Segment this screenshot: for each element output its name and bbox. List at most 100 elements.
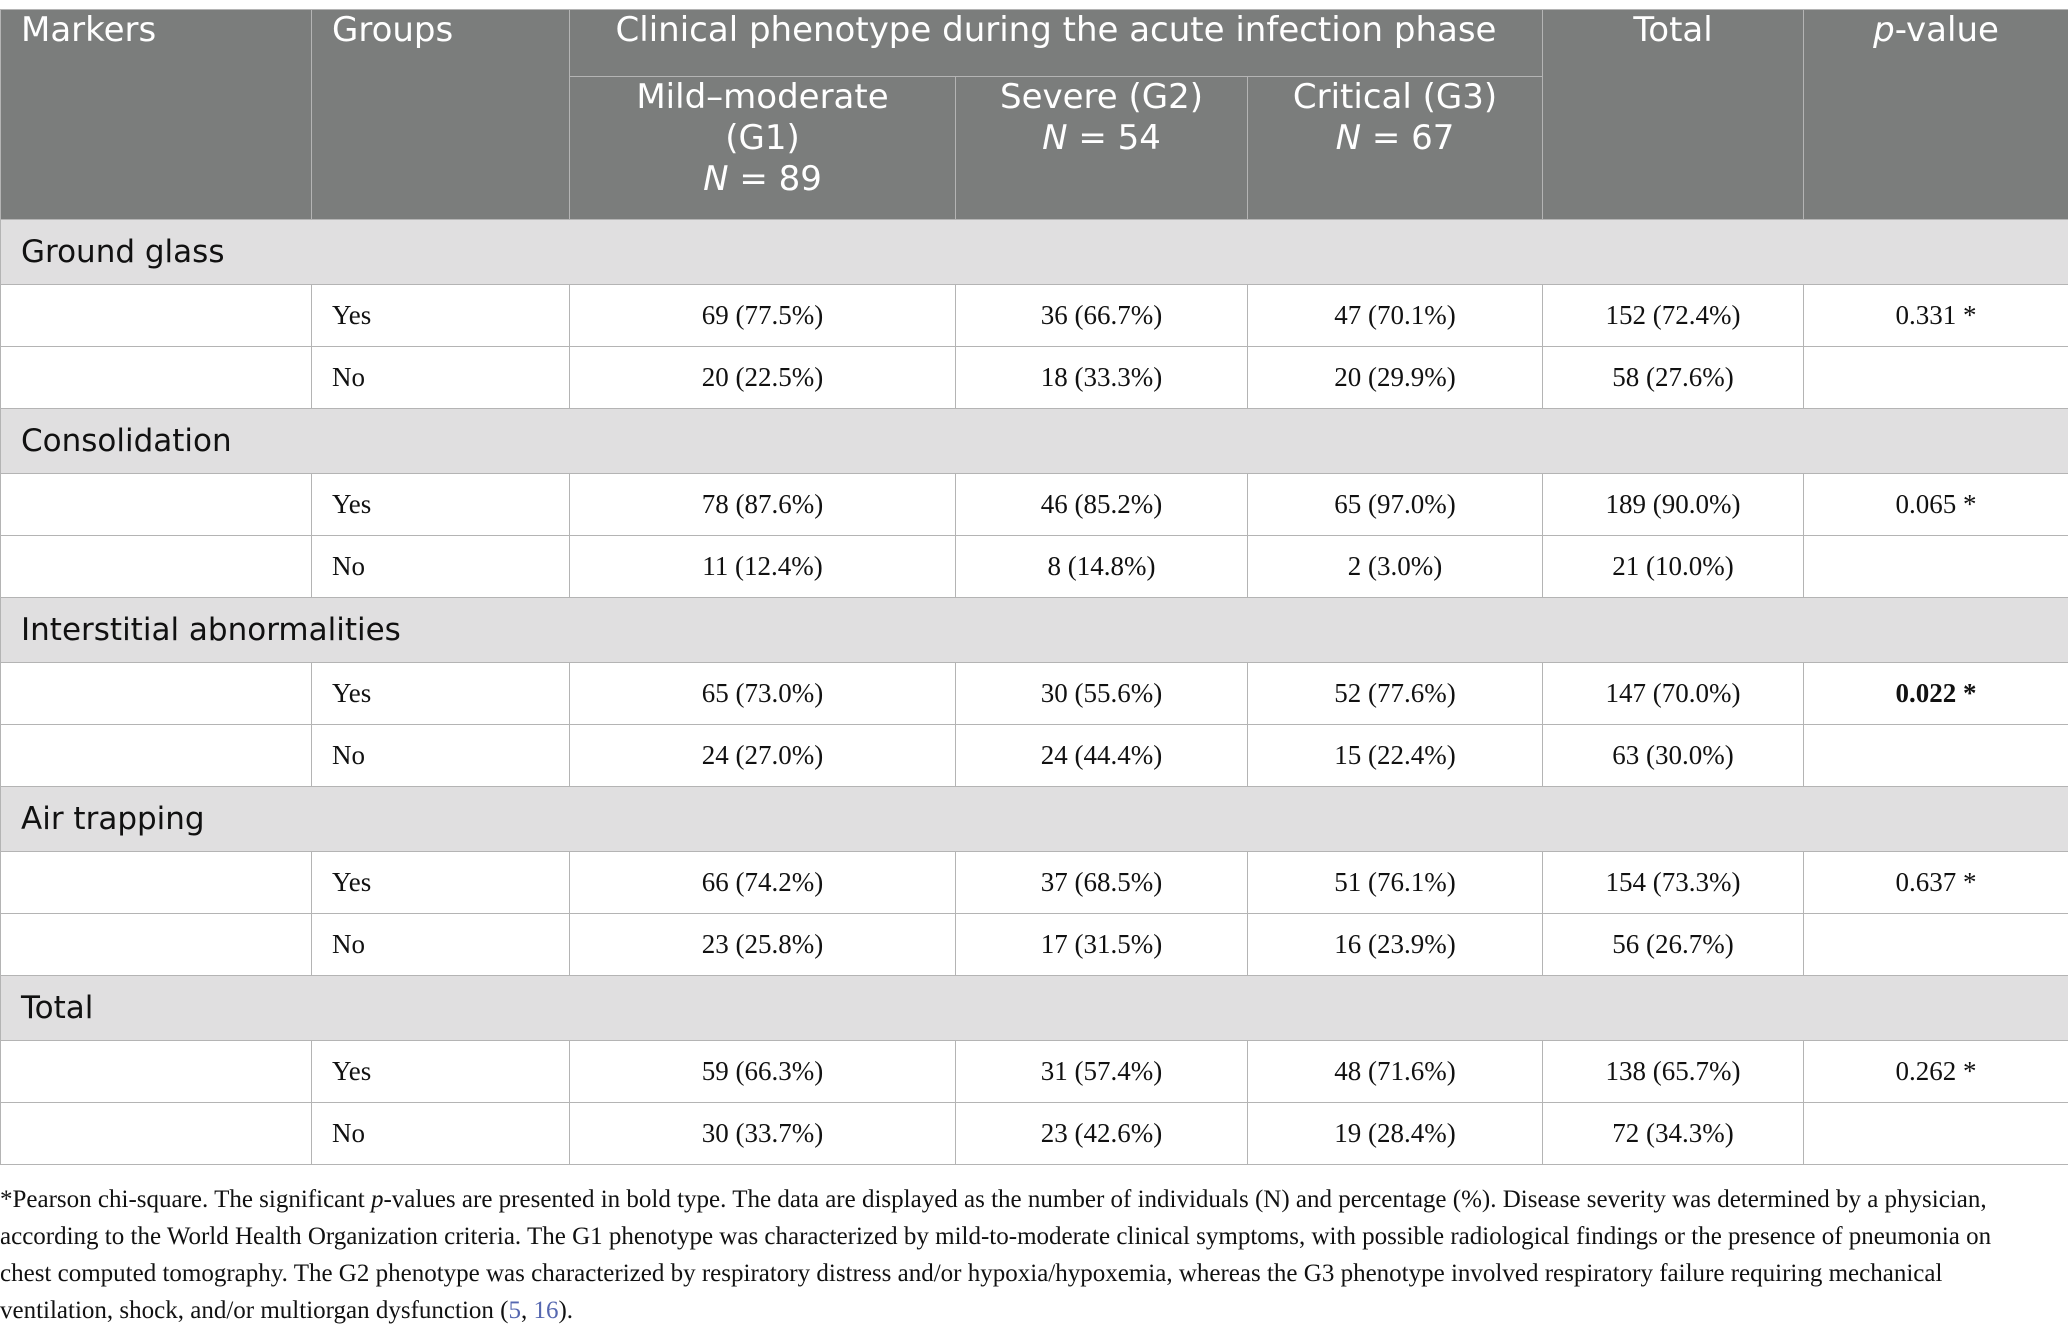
pvalue-p: p <box>1873 10 1895 50</box>
group-cell: Yes <box>311 284 570 347</box>
total-cell: 21 (10.0%) <box>1542 535 1805 598</box>
data-table: Markers Groups Clinical phenotype during… <box>0 9 2068 1165</box>
pvalue-cell-significant: 0.022 * <box>1803 662 2068 725</box>
col-header-total: Total <box>1542 9 1805 220</box>
pvalue-rest: -value <box>1894 10 1999 50</box>
section-label: Air trapping <box>0 786 2068 852</box>
g2-cell: 46 (85.2%) <box>955 473 1248 536</box>
table-row: No 30 (33.7%) 23 (42.6%) 19 (28.4%) 72 (… <box>0 1102 2068 1165</box>
total-cell: 154 (73.3%) <box>1542 851 1805 914</box>
g3-cell: 52 (77.6%) <box>1246 662 1544 725</box>
g3-cell: 16 (23.9%) <box>1246 913 1544 976</box>
section-label: Total <box>0 975 2068 1041</box>
marker-cell <box>0 473 312 536</box>
section-row: Air trapping <box>0 786 2068 852</box>
group-cell: Yes <box>311 662 570 725</box>
footnote-p-italic: p <box>370 1186 384 1213</box>
group-cell: No <box>311 346 570 409</box>
pvalue-cell <box>1803 535 2068 598</box>
group-cell: No <box>311 1102 570 1165</box>
table-row: Yes 66 (74.2%) 37 (68.5%) 51 (76.1%) 154… <box>0 851 2068 914</box>
g1-cell: 78 (87.6%) <box>569 473 956 536</box>
group-cell: Yes <box>311 473 570 536</box>
section-row: Ground glass <box>0 219 2068 285</box>
section-row: Interstitial abnormalities <box>0 597 2068 663</box>
reference-link-16[interactable]: 16 <box>533 1297 559 1324</box>
table-row: Yes 78 (87.6%) 46 (85.2%) 65 (97.0%) 189… <box>0 473 2068 536</box>
g3-n-value: = 67 <box>1361 118 1455 158</box>
group-cell: Yes <box>311 1040 570 1103</box>
g1-cell: 11 (12.4%) <box>569 535 956 598</box>
section-label: Interstitial abnormalities <box>0 597 2068 663</box>
marker-cell <box>0 1040 312 1103</box>
reference-link-5[interactable]: 5 <box>508 1297 521 1324</box>
section-label: Consolidation <box>0 408 2068 474</box>
table-row: Yes 65 (73.0%) 30 (55.6%) 52 (77.6%) 147… <box>0 662 2068 725</box>
header-row-2: Mild–moderate (G1) N = 89 Severe (G2) N … <box>1 76 2068 220</box>
g2-cell: 24 (44.4%) <box>955 724 1248 787</box>
table-footnote: *Pearson chi-square. The significant p-v… <box>0 1181 2040 1329</box>
table-row: No 11 (12.4%) 8 (14.8%) 2 (3.0%) 21 (10.… <box>0 535 2068 598</box>
col-header-markers: Markers <box>0 9 312 220</box>
g3-cell: 65 (97.0%) <box>1246 473 1544 536</box>
marker-cell <box>0 284 312 347</box>
pvalue-cell <box>1803 724 2068 787</box>
g1-cell: 20 (22.5%) <box>569 346 956 409</box>
table-row: No 24 (27.0%) 24 (44.4%) 15 (22.4%) 63 (… <box>0 724 2068 787</box>
pvalue-cell: 0.065 * <box>1803 473 2068 536</box>
g2-cell: 8 (14.8%) <box>955 535 1248 598</box>
marker-cell <box>0 724 312 787</box>
g3-cell: 2 (3.0%) <box>1246 535 1544 598</box>
group-cell: No <box>311 724 570 787</box>
total-cell: 152 (72.4%) <box>1542 284 1805 347</box>
g3-cell: 20 (29.9%) <box>1246 346 1544 409</box>
section-label: Ground glass <box>0 219 2068 285</box>
total-cell: 72 (34.3%) <box>1542 1102 1805 1165</box>
g3-cell: 47 (70.1%) <box>1246 284 1544 347</box>
total-cell: 63 (30.0%) <box>1542 724 1805 787</box>
pvalue-cell: 0.331 * <box>1803 284 2068 347</box>
g3-cell: 51 (76.1%) <box>1246 851 1544 914</box>
g3-n: N = 67 <box>1248 118 1542 159</box>
table-row: No 20 (22.5%) 18 (33.3%) 20 (29.9%) 58 (… <box>0 346 2068 409</box>
g1-cell: 24 (27.0%) <box>569 724 956 787</box>
g3-n-symbol: N <box>1335 118 1362 158</box>
g3-cell: 48 (71.6%) <box>1246 1040 1544 1103</box>
pvalue-cell: 0.262 * <box>1803 1040 2068 1103</box>
g2-line1: Severe (G2) <box>999 77 1203 117</box>
g2-cell: 30 (55.6%) <box>955 662 1248 725</box>
g1-cell: 23 (25.8%) <box>569 913 956 976</box>
section-row: Consolidation <box>0 408 2068 474</box>
g2-cell: 36 (66.7%) <box>955 284 1248 347</box>
table-row: Yes 59 (66.3%) 31 (57.4%) 48 (71.6%) 138… <box>0 1040 2068 1103</box>
g2-cell: 31 (57.4%) <box>955 1040 1248 1103</box>
group-cell: No <box>311 535 570 598</box>
g2-n-symbol: N <box>1042 118 1068 158</box>
total-cell: 56 (26.7%) <box>1542 913 1805 976</box>
g1-cell: 59 (66.3%) <box>569 1040 956 1103</box>
group-cell: Yes <box>311 851 570 914</box>
col-header-g2: Severe (G2) N = 54 <box>955 76 1248 220</box>
table-row: No 23 (25.8%) 17 (31.5%) 16 (23.9%) 56 (… <box>0 913 2068 976</box>
footnote-sep: , <box>520 1297 534 1324</box>
g1-cell: 66 (74.2%) <box>569 851 956 914</box>
pvalue-cell <box>1803 346 2068 409</box>
col-header-g1: Mild–moderate (G1) N = 89 <box>569 76 956 220</box>
marker-cell <box>0 1102 312 1165</box>
g3-line1: Critical (G3) <box>1292 77 1498 117</box>
g3-cell: 19 (28.4%) <box>1246 1102 1544 1165</box>
g1-line1: Mild–moderate <box>636 77 889 117</box>
pvalue-cell: 0.637 * <box>1803 851 2068 914</box>
g2-cell: 23 (42.6%) <box>955 1102 1248 1165</box>
g3-cell: 15 (22.4%) <box>1246 724 1544 787</box>
marker-cell <box>0 913 312 976</box>
table-row: Yes 69 (77.5%) 36 (66.7%) 47 (70.1%) 152… <box>0 284 2068 347</box>
total-cell: 189 (90.0%) <box>1542 473 1805 536</box>
footnote-end: ). <box>558 1297 574 1324</box>
marker-cell <box>0 662 312 725</box>
g2-n-value: = 54 <box>1067 118 1161 158</box>
g1-cell: 65 (73.0%) <box>569 662 956 725</box>
total-cell: 58 (27.6%) <box>1542 346 1805 409</box>
g1-cell: 69 (77.5%) <box>569 284 956 347</box>
header-row-1: Markers Groups Clinical phenotype during… <box>0 9 2068 220</box>
